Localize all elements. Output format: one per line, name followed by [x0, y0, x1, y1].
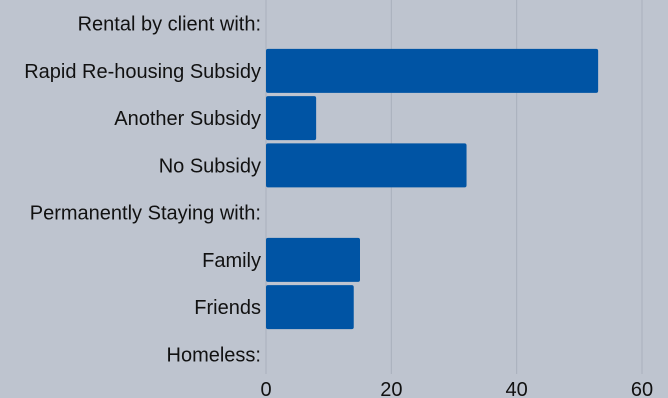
x-tick-label: 0: [260, 379, 271, 398]
bar: [266, 96, 317, 141]
bar: [266, 285, 354, 330]
bar: [266, 48, 599, 93]
bar: [266, 237, 360, 282]
category-label: Permanently Staying with:: [30, 203, 261, 225]
bar: [266, 143, 467, 188]
x-tick-layer: 0 20 40 60: [260, 379, 653, 398]
category-label: Family: [202, 250, 261, 272]
category-label: Rental by client with:: [78, 14, 261, 36]
category-label: Rapid Re-housing Subsidy: [24, 61, 261, 83]
category-label: Friends: [194, 297, 261, 319]
bar-layer: [266, 48, 599, 330]
category-label: Homeless:: [167, 344, 261, 366]
x-tick-label: 20: [380, 379, 402, 398]
x-tick-label: 40: [506, 379, 528, 398]
category-label: Another Subsidy: [114, 108, 261, 130]
x-tick-label: 60: [631, 379, 653, 398]
category-label-layer: Rental by client with: Rapid Re-housing S…: [24, 14, 261, 367]
category-label: No Subsidy: [159, 155, 261, 177]
